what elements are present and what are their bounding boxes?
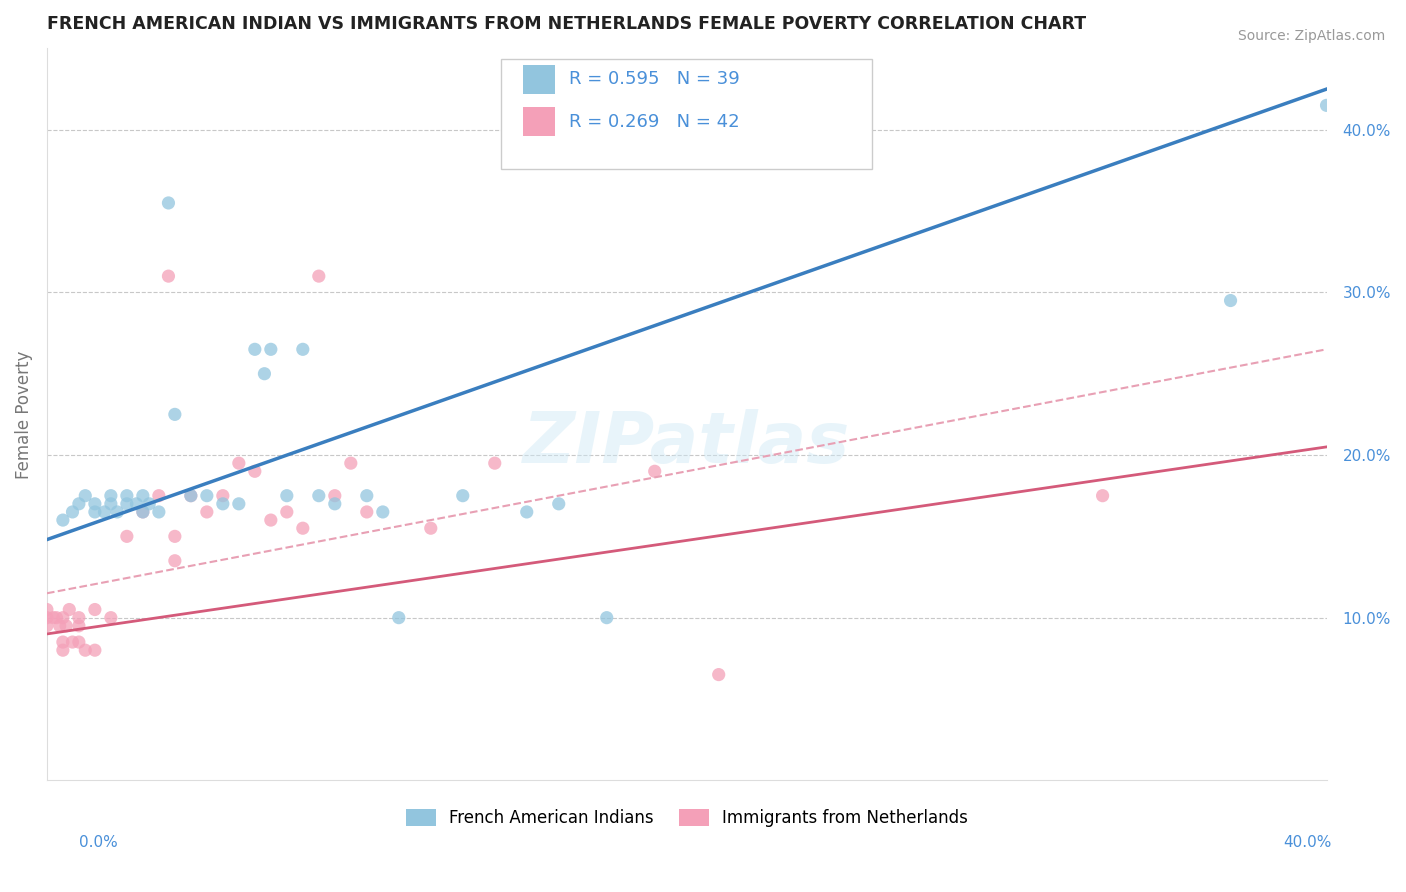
Point (260, 513, 283, 527)
Point (243, 464, 266, 478)
Point (35, 602, 58, 616)
Point (291, 521, 314, 535)
Text: FRENCH AMERICAN INDIAN VS IMMIGRANTS FROM NETHERLANDS FEMALE POVERTY CORRELATION: FRENCH AMERICAN INDIAN VS IMMIGRANTS FRO… (46, 15, 1085, 33)
Point (62, 505, 84, 519)
Point (100, 489, 122, 503)
Point (253, 367, 276, 381)
Point (115, 529, 138, 543)
Point (228, 497, 250, 511)
Point (547, 497, 569, 511)
Point (132, 505, 155, 519)
Point (388, 610, 411, 624)
Point (371, 505, 394, 519)
Point (163, 529, 186, 543)
Point (67, 497, 90, 511)
Point (67, 619, 90, 633)
Point (148, 505, 170, 519)
Point (260, 343, 283, 357)
Point (58, 602, 80, 616)
Point (484, 456, 506, 470)
Text: 40.0%: 40.0% (1284, 836, 1331, 850)
Point (356, 489, 378, 503)
Point (157, 269, 180, 284)
FancyBboxPatch shape (523, 107, 555, 136)
Point (52, 513, 75, 527)
Point (1219, 293, 1241, 308)
Point (323, 497, 346, 511)
Point (707, 667, 730, 681)
Point (1091, 489, 1114, 503)
Point (163, 554, 186, 568)
Point (83, 602, 105, 616)
Text: R = 0.269   N = 42: R = 0.269 N = 42 (569, 112, 740, 130)
Point (211, 497, 233, 511)
Point (93, 505, 115, 519)
Point (180, 489, 202, 503)
Y-axis label: Female Poverty: Female Poverty (15, 351, 32, 479)
Point (157, 196, 180, 211)
Point (75, 643, 97, 657)
Text: Source: ZipAtlas.com: Source: ZipAtlas.com (1237, 29, 1385, 43)
Point (276, 505, 298, 519)
Point (55, 619, 77, 633)
Point (83, 505, 105, 519)
Point (138, 497, 160, 511)
Point (115, 489, 138, 503)
Point (323, 489, 346, 503)
Point (75, 489, 97, 503)
Text: 0.0%: 0.0% (79, 836, 118, 850)
Point (132, 489, 155, 503)
Point (83, 643, 105, 657)
Point (243, 343, 266, 357)
FancyBboxPatch shape (523, 64, 555, 94)
Point (62, 635, 84, 649)
Point (596, 610, 619, 624)
Point (45, 610, 67, 624)
Point (42, 610, 65, 624)
Point (52, 610, 75, 624)
Point (291, 343, 314, 357)
Point (115, 497, 138, 511)
Point (100, 610, 122, 624)
Point (228, 456, 250, 470)
Point (105, 505, 128, 519)
Point (211, 489, 233, 503)
Text: ZIPatlas: ZIPatlas (523, 409, 851, 478)
Point (276, 489, 298, 503)
Point (35, 610, 58, 624)
Point (148, 489, 170, 503)
Legend: French American Indians, Immigrants from Netherlands: French American Indians, Immigrants from… (405, 809, 967, 827)
Point (163, 408, 186, 422)
Point (195, 489, 218, 503)
Point (48, 619, 70, 633)
Point (180, 489, 202, 503)
Point (35, 619, 58, 633)
Point (516, 505, 538, 519)
Point (83, 497, 105, 511)
Point (195, 505, 218, 519)
Point (132, 505, 155, 519)
Point (125, 497, 148, 511)
Point (52, 643, 75, 657)
Text: R = 0.595   N = 39: R = 0.595 N = 39 (569, 70, 740, 88)
Point (340, 456, 363, 470)
Point (100, 497, 122, 511)
FancyBboxPatch shape (501, 60, 872, 169)
Point (308, 489, 330, 503)
Point (1315, 98, 1337, 112)
Point (451, 489, 474, 503)
Point (644, 464, 666, 478)
Point (356, 505, 378, 519)
Point (52, 635, 75, 649)
Point (308, 269, 330, 284)
Point (419, 521, 441, 535)
Point (67, 635, 90, 649)
Point (67, 610, 90, 624)
